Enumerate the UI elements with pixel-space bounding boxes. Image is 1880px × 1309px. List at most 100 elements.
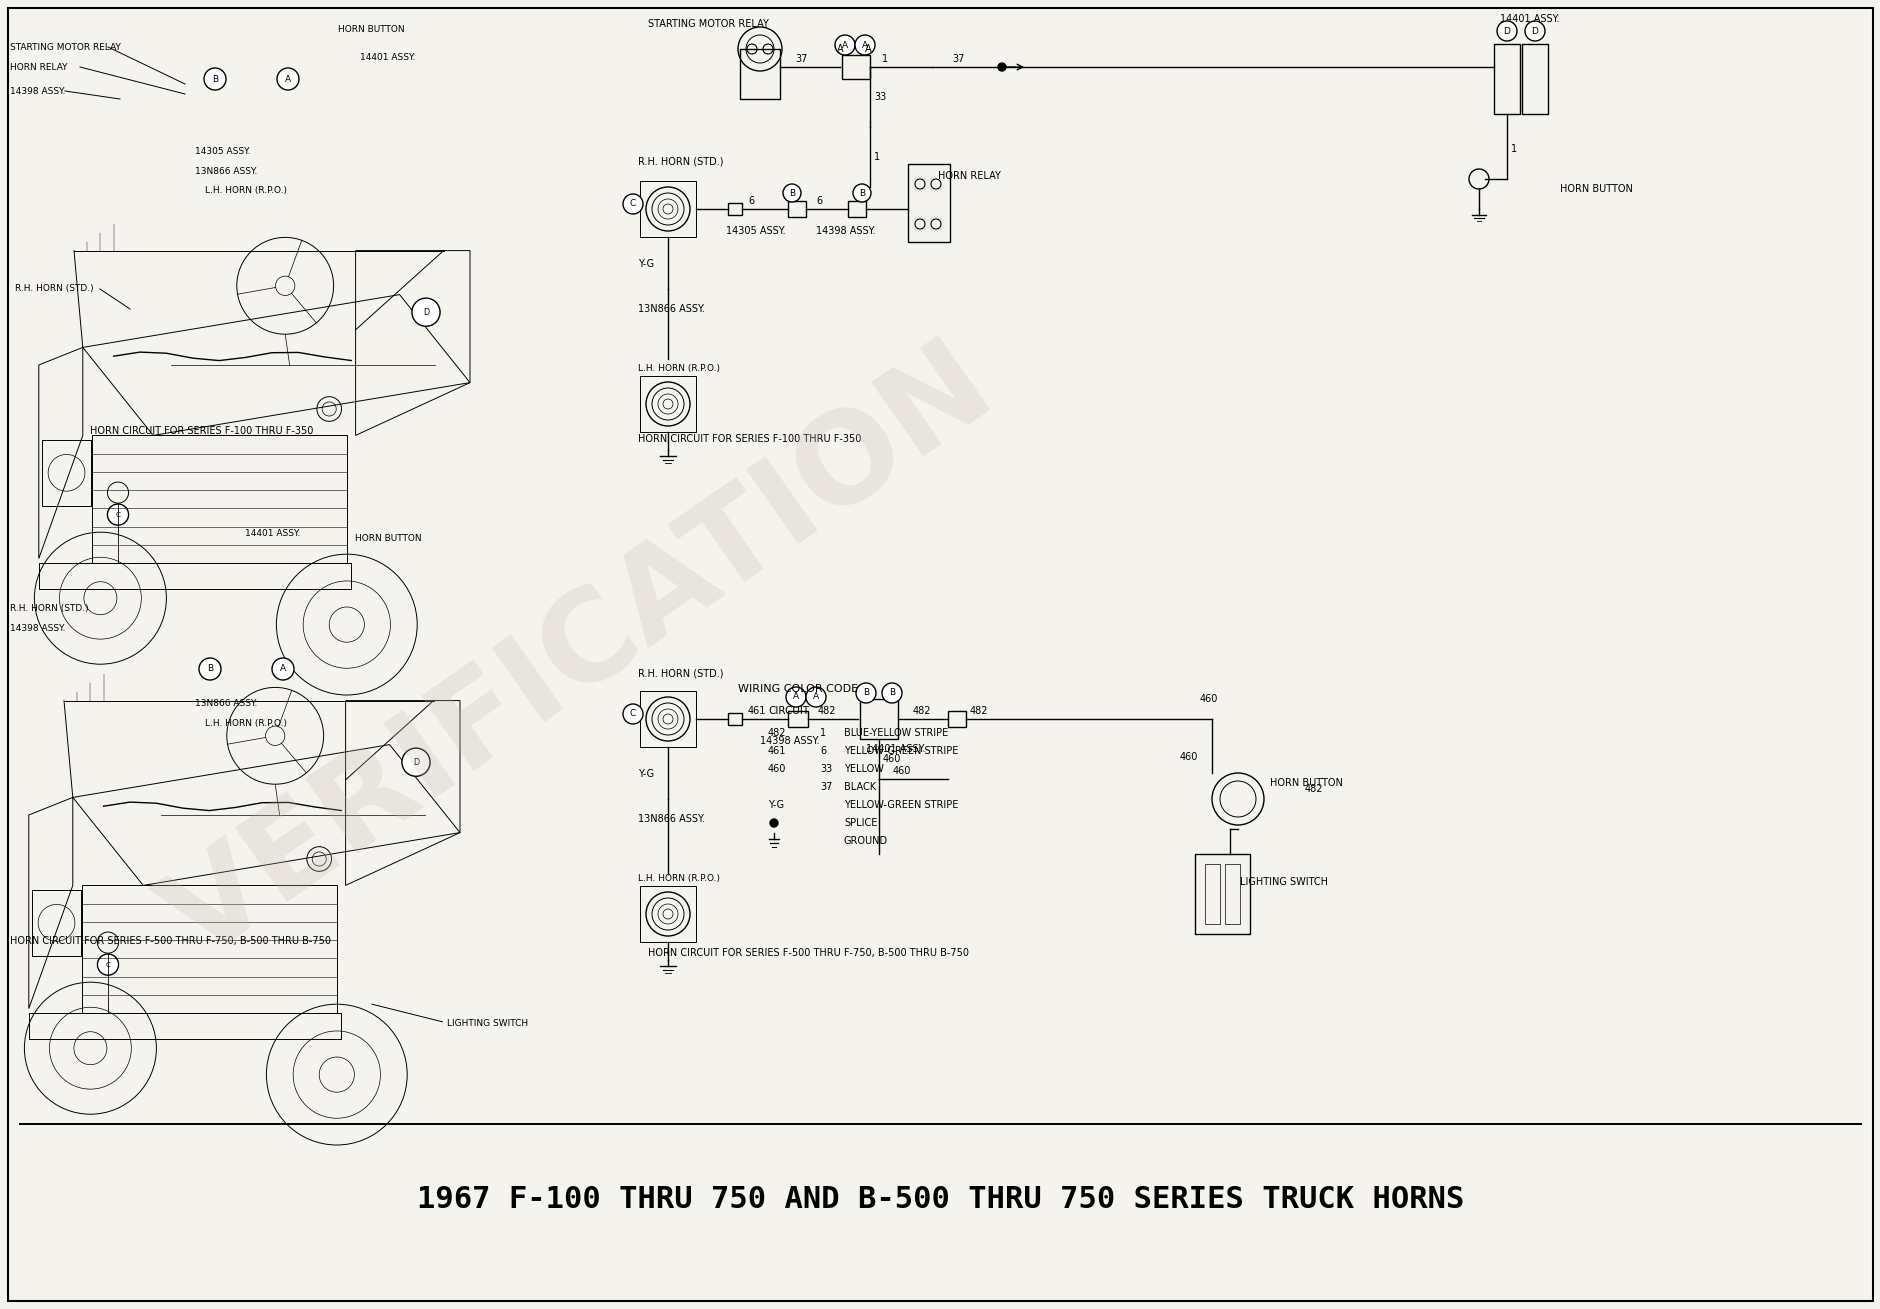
Text: 14398 ASSY.: 14398 ASSY. — [816, 226, 874, 236]
Text: 33: 33 — [820, 764, 831, 774]
Circle shape — [782, 185, 801, 202]
Circle shape — [769, 819, 778, 827]
Circle shape — [107, 504, 128, 525]
Text: STARTING MOTOR RELAY: STARTING MOTOR RELAY — [647, 20, 769, 29]
Text: 460: 460 — [767, 764, 786, 774]
Text: L.H. HORN (R.P.O.): L.H. HORN (R.P.O.) — [637, 874, 720, 884]
Text: 460: 460 — [893, 766, 912, 776]
Text: L.H. HORN (R.P.O.): L.H. HORN (R.P.O.) — [205, 720, 288, 729]
Text: 14305 ASSY.: 14305 ASSY. — [196, 147, 250, 156]
Text: A: A — [793, 692, 799, 702]
Text: HORN BUTTON: HORN BUTTON — [338, 25, 404, 34]
Text: 1967 F-100 THRU 750 AND B-500 THRU 750 SERIES TRUCK HORNS: 1967 F-100 THRU 750 AND B-500 THRU 750 S… — [417, 1185, 1463, 1213]
Text: 482: 482 — [970, 706, 989, 716]
Bar — [32, 890, 81, 956]
Text: 33: 33 — [874, 92, 885, 102]
Bar — [859, 699, 897, 740]
Circle shape — [855, 35, 874, 55]
Text: 14401 ASSY.: 14401 ASSY. — [244, 530, 301, 538]
Text: 461: 461 — [767, 746, 786, 757]
Text: A: A — [861, 41, 867, 50]
Text: 14401 ASSY.: 14401 ASSY. — [865, 744, 925, 754]
Circle shape — [882, 683, 902, 703]
Text: LIGHTING SWITCH: LIGHTING SWITCH — [1239, 877, 1327, 888]
Text: SPLICE: SPLICE — [844, 818, 876, 829]
Text: 13N866 ASSY.: 13N866 ASSY. — [196, 699, 258, 708]
Text: B: B — [859, 188, 865, 198]
Bar — [948, 711, 966, 726]
Text: B: B — [207, 665, 212, 674]
Text: BLUE-YELLOW STRIPE: BLUE-YELLOW STRIPE — [844, 728, 948, 738]
Text: 14305 ASSY.: 14305 ASSY. — [726, 226, 786, 236]
Text: 14401 ASSY.: 14401 ASSY. — [359, 52, 415, 62]
Text: 460: 460 — [1199, 694, 1218, 704]
Bar — [39, 563, 352, 589]
Circle shape — [98, 954, 118, 975]
Text: STARTING MOTOR RELAY: STARTING MOTOR RELAY — [9, 42, 120, 51]
Text: GROUND: GROUND — [844, 836, 887, 846]
Text: 14398 ASSY.: 14398 ASSY. — [9, 86, 66, 96]
Text: HORN CIRCUIT FOR SERIES F-500 THRU F-750, B-500 THRU B-750: HORN CIRCUIT FOR SERIES F-500 THRU F-750… — [9, 936, 331, 946]
Circle shape — [852, 185, 870, 202]
Text: 14398 ASSY.: 14398 ASSY. — [9, 624, 66, 634]
Text: R.H. HORN (STD.): R.H. HORN (STD.) — [15, 284, 94, 293]
Bar — [788, 202, 805, 217]
Text: A: A — [837, 45, 842, 54]
Bar — [639, 181, 696, 237]
Text: C: C — [115, 512, 120, 517]
Circle shape — [835, 35, 855, 55]
Bar — [842, 55, 870, 79]
Circle shape — [199, 658, 220, 679]
Text: R.H. HORN (STD.): R.H. HORN (STD.) — [637, 156, 724, 166]
Text: Y-G: Y-G — [637, 259, 654, 270]
Text: A: A — [812, 692, 818, 702]
Text: HORN BUTTON: HORN BUTTON — [1269, 778, 1342, 788]
Text: L.H. HORN (R.P.O.): L.H. HORN (R.P.O.) — [205, 186, 288, 195]
Text: 14398 ASSY.: 14398 ASSY. — [760, 736, 820, 746]
Text: BLACK: BLACK — [844, 781, 876, 792]
Text: 37: 37 — [820, 781, 833, 792]
Text: A: A — [865, 45, 870, 54]
Circle shape — [622, 704, 643, 724]
Circle shape — [786, 687, 805, 707]
Text: B: B — [788, 188, 795, 198]
Text: HORN CIRCUIT FOR SERIES F-500 THRU F-750, B-500 THRU B-750: HORN CIRCUIT FOR SERIES F-500 THRU F-750… — [647, 948, 968, 958]
Text: B: B — [889, 689, 895, 698]
Circle shape — [805, 687, 825, 707]
Text: C: C — [630, 709, 635, 719]
Circle shape — [402, 749, 431, 776]
Circle shape — [1525, 21, 1543, 41]
Text: HORN BUTTON: HORN BUTTON — [355, 534, 421, 543]
Text: YELLOW-GREEN STRIPE: YELLOW-GREEN STRIPE — [844, 746, 959, 757]
Text: 1: 1 — [874, 152, 880, 162]
Text: LIGHTING SWITCH: LIGHTING SWITCH — [447, 1020, 528, 1028]
Circle shape — [855, 683, 876, 703]
Bar — [1205, 864, 1220, 924]
Text: R.H. HORN (STD.): R.H. HORN (STD.) — [637, 669, 724, 679]
Bar — [639, 376, 696, 432]
Text: D: D — [1530, 26, 1538, 35]
Text: A: A — [842, 41, 848, 50]
Bar — [639, 886, 696, 942]
Bar — [81, 885, 337, 1013]
Text: 1: 1 — [882, 54, 887, 64]
Bar — [728, 203, 741, 215]
Text: 6: 6 — [816, 196, 822, 206]
Text: 460: 460 — [1179, 751, 1198, 762]
Text: YELLOW-GREEN STRIPE: YELLOW-GREEN STRIPE — [844, 800, 959, 810]
Text: C: C — [105, 962, 111, 967]
Text: 482: 482 — [1305, 784, 1324, 795]
Text: D: D — [1502, 26, 1510, 35]
Text: WIRING COLOR CODE: WIRING COLOR CODE — [737, 685, 857, 694]
Circle shape — [622, 194, 643, 213]
Circle shape — [412, 298, 440, 326]
Text: B: B — [863, 689, 869, 698]
Circle shape — [273, 658, 293, 679]
Text: HORN RELAY: HORN RELAY — [938, 171, 1000, 181]
Text: Y-G: Y-G — [637, 768, 654, 779]
Text: D: D — [423, 308, 429, 317]
Bar — [1224, 864, 1239, 924]
Text: B: B — [212, 75, 218, 84]
Text: 1: 1 — [1510, 144, 1517, 154]
Text: 482: 482 — [767, 728, 786, 738]
